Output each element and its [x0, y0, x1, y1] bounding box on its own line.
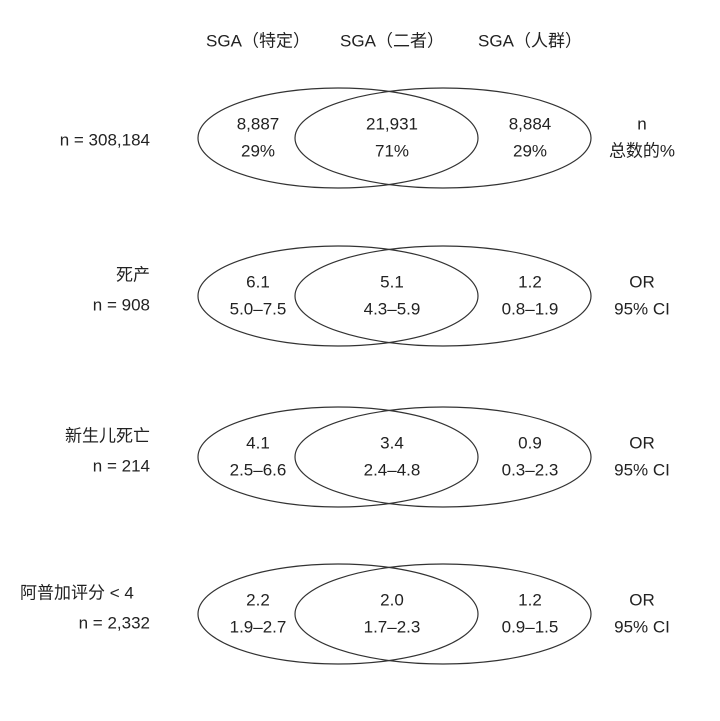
set-population: [294, 406, 592, 508]
row-label: n = 214: [93, 456, 150, 475]
set-specific: [197, 406, 479, 508]
row-label: 死产: [116, 265, 150, 284]
measure-label: OR: [629, 590, 655, 609]
measure-label: OR: [629, 272, 655, 291]
cell-left: 29%: [241, 141, 275, 160]
row-label: 阿普加评分 < 4: [20, 583, 134, 602]
cell-left: 8,887: [237, 114, 280, 133]
cell-left: 4.1: [246, 433, 270, 452]
measure-label: n: [637, 114, 646, 133]
set-population: [294, 87, 592, 189]
cell-right: 8,884: [509, 114, 552, 133]
cell-both: 3.4: [380, 433, 404, 452]
cell-right: 29%: [513, 141, 547, 160]
row-label: n = 908: [93, 295, 150, 314]
measure-label: 总数的%: [609, 141, 675, 160]
row-label: 新生儿死亡: [65, 426, 150, 445]
cell-right: 0.9–1.5: [502, 617, 559, 636]
cell-left: 5.0–7.5: [230, 299, 287, 318]
cell-left: 2.5–6.6: [230, 460, 287, 479]
cell-both: 71%: [375, 141, 409, 160]
cell-both: 21,931: [366, 114, 418, 133]
cell-right: 1.2: [518, 272, 542, 291]
set-header: SGA（特定）: [206, 31, 310, 50]
cell-left: 2.2: [246, 590, 270, 609]
measure-label: OR: [629, 433, 655, 452]
set-header: SGA（二者）: [340, 31, 444, 50]
measure-label: 95% CI: [614, 460, 670, 479]
set-header: SGA（人群）: [478, 31, 582, 50]
row-label: n = 308,184: [60, 130, 150, 149]
cell-both: 4.3–5.9: [364, 299, 421, 318]
cell-left: 1.9–2.7: [230, 617, 287, 636]
set-population: [294, 245, 592, 347]
set-population: [294, 563, 592, 665]
measure-label: 95% CI: [614, 299, 670, 318]
cell-right: 0.8–1.9: [502, 299, 559, 318]
set-specific: [197, 245, 479, 347]
measure-label: 95% CI: [614, 617, 670, 636]
cell-right: 1.2: [518, 590, 542, 609]
row-label: n = 2,332: [79, 613, 150, 632]
cell-both: 1.7–2.3: [364, 617, 421, 636]
cell-left: 6.1: [246, 272, 270, 291]
cell-both: 2.0: [380, 590, 404, 609]
cell-right: 0.9: [518, 433, 542, 452]
cell-both: 5.1: [380, 272, 404, 291]
cell-right: 0.3–2.3: [502, 460, 559, 479]
set-specific: [197, 563, 479, 665]
set-specific: [197, 87, 479, 189]
cell-both: 2.4–4.8: [364, 460, 421, 479]
